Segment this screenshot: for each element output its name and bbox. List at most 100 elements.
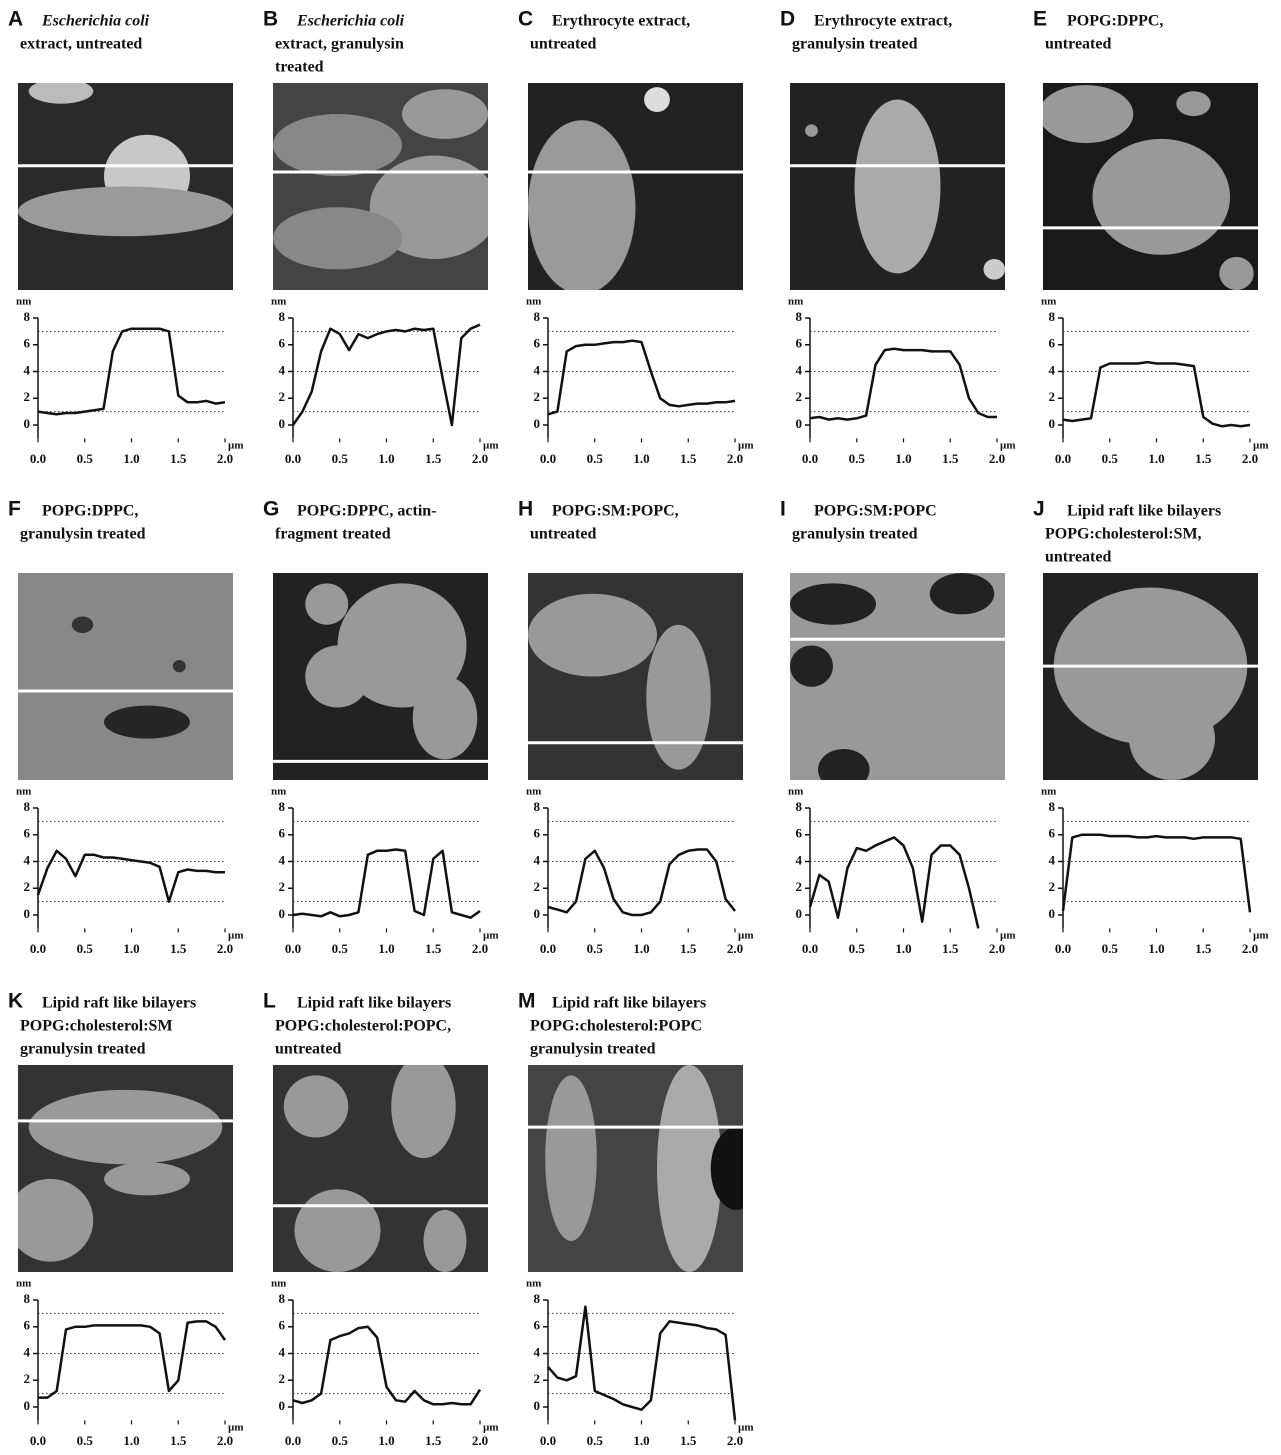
afm-image: [1039, 83, 1258, 290]
y-axis-label: nm: [1041, 786, 1056, 798]
x-tick-label: 2.0: [217, 451, 233, 466]
x-tick-label: 1.5: [425, 1433, 442, 1448]
panel-title: granulysin treated: [792, 526, 918, 543]
y-axis-label: nm: [16, 786, 31, 798]
afm-image: [7, 1065, 233, 1272]
y-tick-label: 4: [1049, 852, 1056, 867]
y-tick-label: 0: [24, 416, 31, 431]
x-tick-label: 0.5: [587, 941, 604, 956]
y-tick-label: 0: [279, 416, 286, 431]
image-domain: [790, 583, 876, 624]
x-tick-label: 0.5: [1102, 941, 1119, 956]
image-domain: [528, 120, 636, 294]
x-tick-label: 1.0: [123, 1433, 139, 1448]
y-tick-label: 8: [1049, 309, 1056, 324]
y-axis-label: nm: [271, 1278, 286, 1290]
x-tick-label: 0.5: [77, 941, 94, 956]
y-tick-label: 6: [279, 336, 286, 351]
y-tick-label: 8: [796, 799, 803, 814]
x-tick-label: 2.0: [989, 941, 1005, 956]
panel: FPOPG:DPPC,granulysin treatednm024680.00…: [8, 498, 244, 956]
y-axis-label: nm: [526, 296, 541, 308]
profile-line: [548, 341, 735, 415]
panel-title: POPG:cholesterol:SM,: [1045, 526, 1202, 543]
x-tick-label: 0.5: [332, 1433, 349, 1448]
x-tick-label: 1.5: [1195, 941, 1212, 956]
y-tick-label: 2: [279, 389, 286, 404]
x-tick-label: 1.5: [1195, 451, 1212, 466]
image-domain: [29, 79, 94, 104]
panel-title: treated: [275, 59, 324, 76]
image-domain: [273, 114, 402, 176]
panel: EPOPG:DPPC,untreatednm024680.00.51.01.52…: [1033, 8, 1269, 466]
profile-line: [1063, 835, 1250, 913]
x-tick-label: 2.0: [217, 941, 233, 956]
panel: IPOPG:SM:POPCgranulysin treatednm024680.…: [780, 498, 1016, 956]
image-domain: [1176, 91, 1210, 116]
y-tick-label: 0: [796, 416, 803, 431]
x-tick-label: 1.0: [378, 1433, 394, 1448]
panel-title: Lipid raft like bilayers: [1067, 503, 1221, 520]
y-axis-label: nm: [16, 296, 31, 308]
panel-title: POPG:cholesterol:POPC: [530, 1018, 702, 1035]
y-tick-label: 6: [24, 336, 31, 351]
y-axis-label: nm: [271, 786, 286, 798]
image-domain: [644, 87, 670, 112]
panel-letter: L: [263, 990, 276, 1013]
x-axis-label: µm: [1253, 440, 1269, 452]
x-tick-label: 1.5: [170, 1433, 187, 1448]
afm-image: [273, 83, 499, 290]
afm-image: [528, 573, 743, 780]
y-axis-label: nm: [1041, 296, 1056, 308]
y-tick-label: 2: [24, 879, 31, 894]
x-tick-label: 0.5: [77, 451, 94, 466]
image-domain: [402, 89, 488, 139]
x-tick-label: 1.0: [633, 1433, 649, 1448]
image-domain: [173, 660, 186, 672]
y-tick-label: 8: [534, 1291, 541, 1306]
y-tick-label: 4: [24, 852, 31, 867]
panel-title: POPG:SM:POPC,: [552, 503, 679, 520]
x-tick-label: 0.5: [849, 941, 866, 956]
x-tick-label: 0.5: [849, 451, 866, 466]
profile-line: [810, 349, 997, 420]
y-tick-label: 0: [279, 906, 286, 921]
x-tick-label: 2.0: [727, 451, 743, 466]
y-tick-label: 4: [1049, 362, 1056, 377]
x-tick-label: 1.5: [942, 941, 959, 956]
x-axis-label: µm: [738, 440, 754, 452]
image-domain: [855, 100, 941, 274]
panel-letter: I: [780, 498, 786, 521]
y-tick-label: 2: [1049, 389, 1056, 404]
afm-image: [790, 83, 1005, 290]
panel-letter: D: [780, 8, 795, 31]
x-axis-label: µm: [228, 930, 244, 942]
y-tick-label: 0: [534, 906, 541, 921]
afm-image: [1043, 573, 1258, 780]
y-axis-label: nm: [788, 786, 803, 798]
afm-image: [273, 1055, 488, 1272]
panel: MLipid raft like bilayersPOPG:cholestero…: [518, 990, 762, 1448]
panel-letter: K: [8, 990, 23, 1013]
y-tick-label: 4: [24, 1344, 31, 1359]
image-domain: [104, 705, 190, 738]
image-domain: [1129, 697, 1215, 780]
panel-title: untreated: [1045, 549, 1111, 566]
panel-letter: H: [518, 498, 533, 521]
y-tick-label: 6: [279, 1318, 286, 1333]
panel-letter: G: [263, 498, 279, 521]
x-tick-label: 1.5: [425, 941, 442, 956]
y-tick-label: 8: [24, 799, 31, 814]
panel-title: granulysin treated: [792, 36, 918, 53]
profile-line: [38, 851, 225, 902]
image-domain: [1092, 139, 1230, 255]
x-axis-label: µm: [738, 1422, 754, 1434]
x-tick-label: 0.0: [30, 451, 46, 466]
panel-title: POPG:DPPC,: [1067, 13, 1163, 30]
panel-title: untreated: [530, 526, 596, 543]
afm-image: [528, 1065, 762, 1272]
panel-title: Lipid raft like bilayers: [552, 995, 706, 1012]
x-axis-label: µm: [228, 440, 244, 452]
